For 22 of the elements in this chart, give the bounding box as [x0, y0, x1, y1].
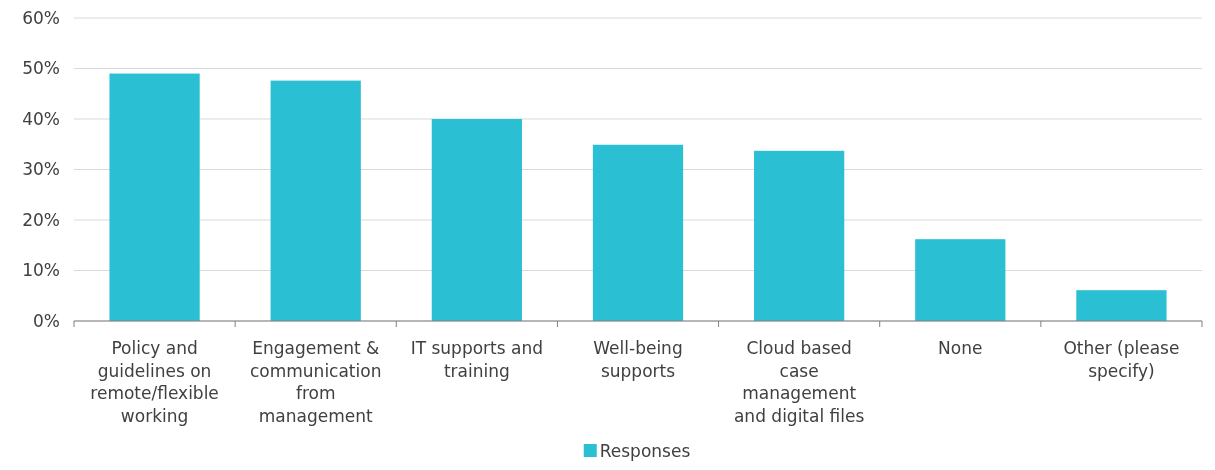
x-tick-label: None [938, 338, 983, 358]
x-tick-label: Engagement & communication from management [249, 338, 382, 426]
y-tick-label: 40% [22, 108, 60, 129]
bar [915, 239, 1006, 321]
bar [754, 150, 845, 321]
y-tick-label: 50% [22, 58, 60, 79]
y-tick-label: 60% [22, 7, 60, 28]
y-tick-label: 0% [33, 310, 60, 331]
x-tick-label: Policy and guidelines on remote/flexible working [90, 338, 219, 426]
y-tick-label: 10% [22, 260, 60, 281]
y-tick-label: 20% [22, 209, 60, 230]
bar [109, 73, 200, 321]
bar [1076, 290, 1167, 321]
legend-label: Responses [599, 440, 691, 461]
bar [592, 144, 684, 321]
x-tick-label: Other (please specify) [1063, 338, 1180, 381]
x-tick-label: IT supports and training [410, 338, 544, 381]
x-tick-label: Cloud based case management and digital files [733, 338, 865, 426]
x-tick-label: Well-being supports [593, 338, 683, 381]
bar [270, 80, 361, 321]
y-tick-label: 30% [22, 159, 60, 180]
bar [431, 119, 522, 321]
